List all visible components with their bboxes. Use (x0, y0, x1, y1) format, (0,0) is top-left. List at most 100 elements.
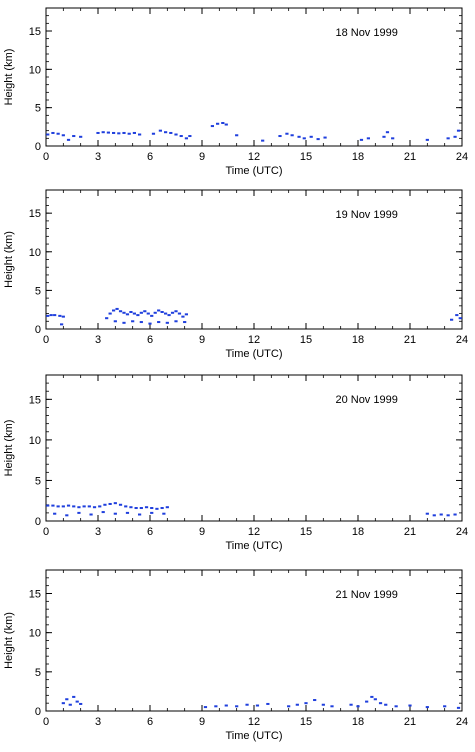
data-point (77, 506, 81, 509)
data-point (79, 702, 83, 705)
x-tick-label: 18 (352, 334, 364, 346)
data-point (266, 702, 270, 705)
data-point (129, 506, 133, 509)
data-point (323, 136, 327, 139)
data-point (65, 698, 69, 701)
data-point (169, 131, 173, 134)
data-point (378, 702, 383, 705)
y-tick-label: 10 (29, 64, 41, 76)
data-point (164, 312, 168, 315)
data-point (125, 313, 130, 316)
data-point (89, 513, 93, 516)
y-axis-label: Height (km) (3, 49, 15, 106)
data-point (117, 132, 121, 135)
x-tick-label: 6 (147, 151, 153, 163)
data-point (87, 505, 91, 508)
plot-frame (45, 569, 463, 712)
data-point (139, 507, 143, 510)
data-point (458, 317, 462, 320)
data-point (160, 311, 164, 314)
data-point (425, 138, 429, 141)
data-point (453, 513, 457, 516)
data-point (144, 506, 149, 509)
data-point (68, 703, 72, 706)
data-point (118, 503, 123, 506)
data-point (408, 704, 412, 707)
data-point (425, 512, 429, 515)
x-tick-label: 24 (456, 151, 468, 163)
data-point (139, 321, 143, 324)
data-point (157, 309, 161, 312)
data-point (221, 122, 225, 124)
y-axis-label: Height (km) (3, 231, 15, 288)
x-tick-label: 3 (95, 334, 101, 346)
data-point (53, 314, 57, 317)
data-point (77, 511, 81, 514)
x-tick-label: 18 (352, 716, 364, 728)
x-tick-label: 9 (199, 334, 205, 346)
data-point (216, 122, 220, 125)
data-point (349, 703, 353, 706)
x-tick-label: 12 (248, 334, 260, 346)
x-tick-label: 21 (404, 526, 416, 538)
data-point (56, 505, 60, 508)
data-point (65, 514, 69, 517)
data-point (370, 695, 374, 698)
data-point (118, 310, 123, 313)
y-tick-label: 15 (29, 394, 41, 406)
x-tick-label: 3 (95, 526, 101, 538)
data-point (261, 139, 265, 142)
data-point (79, 135, 83, 138)
data-point (290, 134, 294, 137)
x-tick-label: 3 (95, 716, 101, 728)
data-point (359, 138, 364, 141)
y-axis-label: Height (km) (3, 420, 15, 477)
data-point (446, 137, 450, 140)
data-point (139, 311, 143, 314)
data-point (373, 698, 377, 701)
data-point (122, 321, 126, 324)
data-point (255, 704, 260, 707)
date-label: 21 Nov 1999 (335, 589, 397, 601)
x-tick-label: 6 (147, 334, 153, 346)
data-point (127, 132, 131, 135)
data-point (61, 702, 65, 705)
y-tick-label: 15 (29, 589, 41, 601)
data-point (151, 132, 156, 135)
x-tick-label: 15 (300, 151, 312, 163)
data-point (157, 321, 161, 324)
y-tick-label: 5 (35, 103, 41, 115)
x-tick-label: 0 (43, 151, 49, 163)
data-point (285, 132, 289, 135)
data-point (297, 135, 301, 138)
chart-panel-1: 0 3 6 9 12 15 18 21 24 0 5 10 15 Time (UTC) Height (km… (3, 7, 468, 177)
y-tick-label: 5 (35, 667, 41, 679)
x-tick-label: 21 (404, 716, 416, 728)
data-point (356, 705, 360, 708)
data-point (443, 705, 447, 708)
data-point (153, 311, 157, 314)
data-point (122, 131, 126, 134)
x-tick-label: 9 (199, 526, 205, 538)
data-point (108, 312, 112, 315)
data-point (365, 700, 369, 703)
data-point (181, 315, 185, 318)
data-point (235, 134, 239, 137)
data-point (101, 511, 105, 514)
data-point (214, 705, 218, 708)
date-label: 18 Nov 1999 (335, 27, 397, 39)
data-point (46, 504, 50, 507)
data-point (313, 699, 317, 702)
data-point (287, 705, 291, 708)
data-point (224, 123, 228, 126)
x-tick-label: 24 (456, 716, 468, 728)
plot-frame (45, 189, 463, 330)
x-tick-label: 24 (456, 334, 468, 346)
x-tick-label: 6 (147, 716, 153, 728)
y-axis-label: Height (km) (3, 612, 15, 669)
data-point (132, 131, 136, 134)
data-point (330, 705, 334, 708)
data-point (103, 503, 107, 506)
data-point (384, 703, 388, 706)
data-point (49, 314, 53, 317)
